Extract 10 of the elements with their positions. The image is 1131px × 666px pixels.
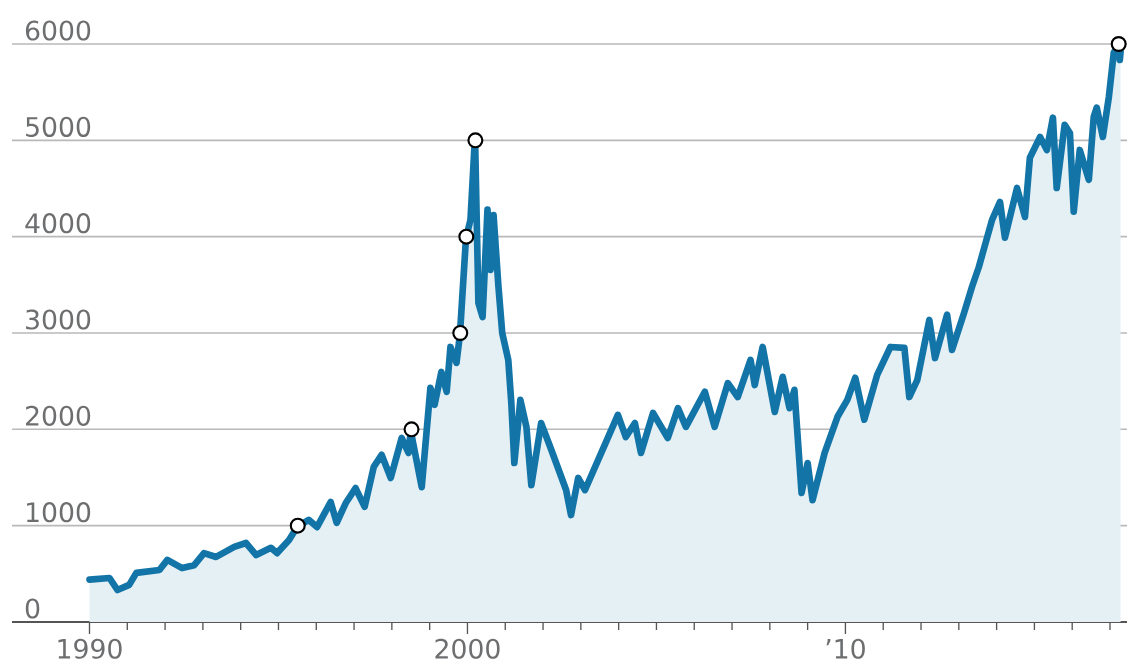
y-tick-label: 3000: [26, 309, 91, 330]
y-tick-label: 6000: [25, 20, 91, 41]
x-tick-label: 2000: [435, 638, 500, 659]
x-tick-label: 1990: [58, 638, 122, 659]
y-tick-label: 0: [25, 598, 40, 619]
y-tick-label: 4000: [25, 213, 91, 234]
y-tick-label: 1000: [26, 502, 91, 523]
y-tick-label: 2000: [26, 405, 91, 426]
y-tick-label: 5000: [26, 116, 91, 137]
x-tick-label: ’10: [826, 638, 865, 659]
